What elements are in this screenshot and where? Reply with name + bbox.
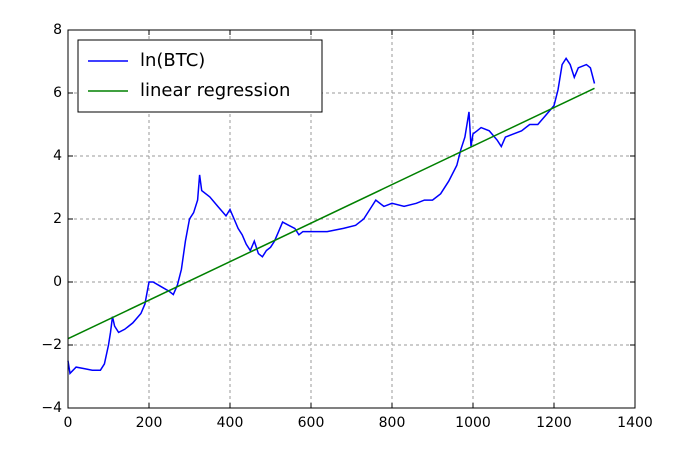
y-tick-label: −4 bbox=[41, 400, 62, 416]
y-tick-label: 0 bbox=[53, 274, 62, 290]
x-tick-label: 400 bbox=[217, 415, 244, 431]
x-tick-label: 200 bbox=[136, 415, 163, 431]
x-tick-label: 1200 bbox=[536, 415, 572, 431]
x-tick-label: 800 bbox=[379, 415, 406, 431]
x-tick-label: 1000 bbox=[455, 415, 491, 431]
x-tick-label: 1400 bbox=[617, 415, 653, 431]
y-tick-label: 8 bbox=[53, 22, 62, 38]
y-tick-label: −2 bbox=[41, 337, 62, 353]
x-tick-label: 0 bbox=[64, 415, 73, 431]
series-line bbox=[67, 57, 596, 376]
legend-label: ln(BTC) bbox=[140, 50, 205, 71]
y-tick-label: 6 bbox=[53, 85, 62, 101]
y-tick-label: 2 bbox=[53, 211, 62, 227]
plot-frame bbox=[67, 29, 636, 409]
x-tick-label: 600 bbox=[298, 415, 325, 431]
series-line bbox=[67, 87, 595, 340]
legend: ln(BTC) linear regression bbox=[77, 39, 323, 113]
legend-label: linear regression bbox=[140, 80, 290, 101]
y-tick-label: 4 bbox=[53, 148, 62, 164]
legend-box bbox=[77, 39, 323, 113]
